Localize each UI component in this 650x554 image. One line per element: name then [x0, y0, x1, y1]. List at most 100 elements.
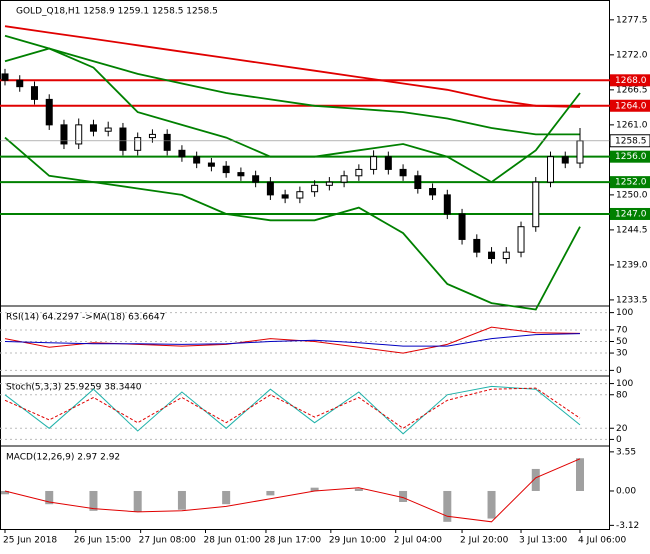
y-tick-label: 1239.0 — [616, 260, 648, 270]
series-line — [4, 385, 581, 435]
candle-body — [355, 168, 363, 177]
candle-body — [281, 194, 289, 199]
x-tick-label: 28 Jun 01:00 — [204, 536, 261, 546]
candle-body — [517, 226, 525, 253]
y-tick-label: 0 — [616, 366, 622, 376]
y-tick-label: 100 — [616, 379, 633, 389]
candle-body — [502, 251, 510, 260]
x-tick-label: 2 Jul 04:00 — [394, 536, 443, 546]
histogram-bar — [222, 490, 231, 505]
histogram-bar — [531, 468, 540, 491]
histogram-bar — [89, 490, 98, 511]
frame — [0, 0, 610, 530]
candle-body — [414, 175, 422, 190]
x-tick-label: 27 Jun 08:00 — [139, 536, 196, 546]
candle-body — [75, 124, 83, 145]
candle-body — [340, 175, 348, 183]
candle-body — [237, 172, 245, 177]
y-tick-label: 1277.5 — [616, 15, 648, 25]
level-label: 1256.0 — [615, 152, 647, 162]
candle-body — [311, 184, 319, 193]
candle-body — [429, 188, 437, 196]
candle-body — [45, 98, 53, 126]
level-label: 1264.0 — [615, 101, 647, 111]
x-tick-label: 3 Jul 13:00 — [519, 536, 568, 546]
candle-body — [547, 156, 555, 183]
level-label: 1268.0 — [615, 76, 647, 86]
series-line — [4, 333, 581, 347]
panel-title: RSI(14) 64.2297 ->MA(18) 63.6647 — [6, 313, 165, 323]
y-tick-label: 3.55 — [616, 447, 636, 457]
histogram-bar — [576, 458, 584, 491]
y-tick-label: 1266.5 — [616, 85, 648, 95]
current-price-label: 1258.5 — [615, 136, 647, 146]
candle-body — [163, 133, 171, 151]
histogram-bar — [45, 490, 54, 505]
candle-body — [266, 181, 274, 196]
histogram-bar — [177, 490, 186, 510]
histogram-bar — [133, 490, 142, 512]
candle-body — [134, 137, 142, 151]
level-box — [610, 207, 650, 220]
candle-body — [30, 86, 38, 100]
candle-body — [488, 251, 496, 260]
x-tick-label: 25 Jun 2018 — [3, 536, 57, 546]
candle-body — [384, 156, 392, 170]
candle-body — [561, 156, 569, 164]
x-tick-label: 26 Jun 15:00 — [74, 536, 131, 546]
candle-body — [178, 149, 186, 158]
candle-body — [1, 73, 9, 81]
candle-body — [576, 140, 584, 164]
y-tick-label: 70 — [616, 325, 628, 335]
candle-body — [325, 181, 333, 186]
x-tick-label: 28 Jun 17:00 — [264, 536, 321, 546]
candle-body — [148, 133, 156, 139]
series-line — [4, 25, 581, 108]
series-line — [4, 136, 581, 311]
candle-body — [16, 79, 24, 88]
x-tick-label: 4 Jul 06:00 — [578, 536, 627, 546]
candle-body — [370, 156, 378, 170]
y-tick-label: 50 — [616, 337, 628, 347]
level-box — [610, 99, 650, 112]
histogram-bar — [310, 487, 319, 491]
y-tick-label: 1233.5 — [616, 295, 648, 305]
y-tick-label: -3.12 — [616, 521, 639, 531]
y-tick-label: 0.00 — [616, 486, 636, 496]
candle-body — [60, 124, 68, 145]
candle-body — [458, 213, 466, 240]
candle-body — [399, 168, 407, 177]
current-price-box — [609, 134, 650, 148]
level-label: 1252.0 — [615, 178, 647, 188]
series-line — [4, 34, 580, 136]
candle-body — [473, 238, 481, 253]
series-line — [4, 458, 581, 523]
panel-title: GOLD_Q18,H1 1258.9 1259.1 1258.5 1258.5 — [16, 7, 218, 17]
y-tick-label: 20 — [616, 424, 628, 434]
histogram-bar — [266, 490, 275, 496]
candle-body — [532, 181, 540, 228]
histogram-bar — [443, 490, 452, 522]
candle-body — [443, 194, 451, 215]
y-tick-label: 100 — [616, 308, 633, 318]
candle-body — [207, 162, 215, 167]
y-tick-label: 1250.0 — [616, 190, 648, 200]
level-box — [610, 176, 650, 189]
histogram-bar — [354, 488, 363, 491]
histogram-bar — [487, 490, 496, 519]
y-tick-label: 1272.0 — [616, 50, 648, 60]
y-tick-label: 0 — [616, 435, 622, 445]
x-tick-label: 29 Jun 10:00 — [329, 536, 386, 546]
candle-body — [193, 156, 201, 164]
y-tick-label: 1261.0 — [616, 120, 648, 130]
y-tick-label: 1244.5 — [616, 225, 648, 235]
candle-body — [104, 127, 112, 132]
panel-title: MACD(12,26,9) 2.97 2.92 — [6, 453, 120, 463]
histogram-bar — [399, 490, 408, 502]
panel-title: Stoch(5,3,3) 25.9259 38.3440 — [6, 383, 142, 393]
histogram-bar — [1, 490, 9, 495]
y-tick-label: 30 — [616, 349, 628, 359]
candle-body — [222, 165, 230, 174]
